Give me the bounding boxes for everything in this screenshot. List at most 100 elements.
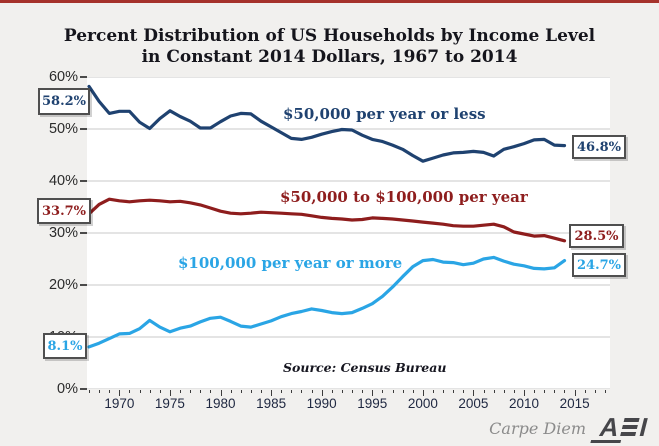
x-minor-tick-1999 xyxy=(412,390,414,393)
x-major-tick-1990 xyxy=(321,390,323,396)
x-minor-tick-2013 xyxy=(554,390,556,393)
x-minor-tick-1981 xyxy=(230,390,232,393)
start-value-label-50k-to-100k: 33.7% xyxy=(37,198,91,224)
line-series-50000-to-100000 xyxy=(87,197,567,243)
chart-title-line1: Percent Distribution of US Households by… xyxy=(63,26,596,46)
x-tick-label-1990: 1990 xyxy=(306,396,337,411)
x-major-tick-1980 xyxy=(220,390,222,396)
x-major-tick-1995 xyxy=(372,390,374,396)
x-major-tick-1985 xyxy=(271,390,273,396)
x-major-tick-2005 xyxy=(473,390,475,396)
x-tick-label-2015: 2015 xyxy=(559,396,590,411)
x-minor-tick-1986 xyxy=(281,390,283,393)
x-minor-tick-1982 xyxy=(240,390,242,393)
end-value-label-50k-to-100k: 28.5% xyxy=(569,224,624,248)
x-minor-tick-1992 xyxy=(341,390,343,393)
line-chart-canvas xyxy=(87,77,610,389)
aei-logo-letter-a: A xyxy=(596,411,623,442)
carpe-diem-credit: Carpe Diem xyxy=(489,418,586,438)
line-series-50000-or-less xyxy=(87,84,567,163)
x-minor-tick-1987 xyxy=(291,390,293,393)
y-tick-label-40: 40% xyxy=(48,173,78,189)
chart-title-line2: in Constant 2014 Dollars, 1967 to 2014 xyxy=(141,47,518,67)
y-tick-label-0: 0% xyxy=(57,381,78,397)
x-minor-tick-1991 xyxy=(331,390,333,393)
y-tick-mark xyxy=(80,76,87,78)
x-tick-label-1975: 1975 xyxy=(154,396,185,411)
x-minor-tick-1993 xyxy=(352,390,354,393)
x-major-tick-1970 xyxy=(119,390,121,396)
y-tick-label-50: 50% xyxy=(48,121,78,137)
x-minor-tick-2004 xyxy=(463,390,465,393)
aei-logo: A I xyxy=(590,411,654,443)
line-series-100000-or-more xyxy=(87,255,567,349)
x-minor-tick-1978 xyxy=(200,390,202,393)
start-value-label-under-50k: 58.2% xyxy=(38,88,90,115)
x-minor-tick-1983 xyxy=(250,390,252,393)
x-minor-tick-1968 xyxy=(99,390,101,393)
x-minor-tick-1972 xyxy=(139,390,141,393)
x-minor-tick-1974 xyxy=(159,390,161,393)
x-minor-tick-2007 xyxy=(493,390,495,393)
x-minor-tick-1967 xyxy=(89,390,91,393)
x-minor-tick-1976 xyxy=(180,390,182,393)
x-major-tick-2000 xyxy=(422,390,424,396)
x-minor-tick-2018 xyxy=(604,390,606,393)
x-minor-tick-2008 xyxy=(503,390,505,393)
plot-area: $50,000 per year or less $50,000 to $100… xyxy=(87,77,610,389)
source-note: Source: Census Bureau xyxy=(283,360,447,375)
x-minor-tick-1998 xyxy=(402,390,404,393)
x-major-tick-2010 xyxy=(524,390,525,396)
x-minor-tick-1997 xyxy=(392,390,394,393)
y-tick-label-20: 20% xyxy=(48,277,78,293)
x-minor-tick-1989 xyxy=(311,390,313,393)
y-tick-mark xyxy=(80,232,87,234)
x-minor-tick-2014 xyxy=(564,390,566,393)
x-minor-tick-1996 xyxy=(382,390,384,393)
x-minor-tick-1973 xyxy=(149,390,151,393)
series-label-under-50k: $50,000 per year or less xyxy=(283,105,486,123)
x-tick-label-1980: 1980 xyxy=(205,396,236,411)
x-minor-tick-1984 xyxy=(260,390,262,393)
y-tick-mark xyxy=(80,180,87,182)
x-tick-label-2010: 2010 xyxy=(508,396,540,411)
x-minor-tick-1979 xyxy=(210,390,212,393)
top-accent-bar xyxy=(0,0,659,3)
series-label-100k-or-more: $100,000 per year or more xyxy=(178,254,403,272)
x-tick-label-1985: 1985 xyxy=(256,396,287,411)
branding: Carpe Diem A I xyxy=(489,411,654,443)
y-tick-mark xyxy=(80,128,87,130)
y-tick-label-30: 30% xyxy=(48,225,78,241)
x-minor-tick-2001 xyxy=(432,390,434,393)
x-tick-label-2005: 2005 xyxy=(458,396,489,411)
x-major-tick-2015 xyxy=(574,390,576,396)
y-tick-mark xyxy=(80,284,87,286)
x-minor-tick-2006 xyxy=(483,390,485,393)
x-minor-tick-2009 xyxy=(513,390,515,393)
x-minor-tick-2017 xyxy=(594,390,596,393)
end-value-label-under-50k: 46.8% xyxy=(572,135,626,159)
x-minor-tick-1988 xyxy=(301,390,303,393)
x-minor-tick-2002 xyxy=(443,390,445,393)
x-tick-label-1995: 1995 xyxy=(357,396,388,411)
series-label-50k-to-100k: $50,000 to $100,000 per year xyxy=(280,188,528,206)
aei-logo-letter-e-bars xyxy=(619,417,640,436)
x-minor-tick-2003 xyxy=(453,390,455,393)
x-minor-tick-1994 xyxy=(362,390,364,393)
y-tick-label-60: 60% xyxy=(48,69,78,85)
x-minor-tick-2011 xyxy=(534,390,536,393)
start-value-label-100k-or-more: 8.1% xyxy=(43,333,87,359)
x-minor-tick-1969 xyxy=(109,390,111,393)
aei-logo-swoosh xyxy=(590,439,622,443)
x-minor-tick-2016 xyxy=(584,390,586,393)
x-tick-label-2000: 2000 xyxy=(407,396,438,411)
x-minor-tick-2012 xyxy=(544,390,546,393)
end-value-label-100k-or-more: 24.7% xyxy=(572,253,626,277)
chart-title: Percent Distribution of US Households by… xyxy=(0,26,659,68)
x-minor-tick-1971 xyxy=(129,390,131,393)
x-minor-tick-1977 xyxy=(190,390,192,393)
y-tick-mark xyxy=(80,388,87,390)
x-major-tick-1975 xyxy=(169,390,171,396)
x-tick-label-1970: 1970 xyxy=(104,396,135,411)
